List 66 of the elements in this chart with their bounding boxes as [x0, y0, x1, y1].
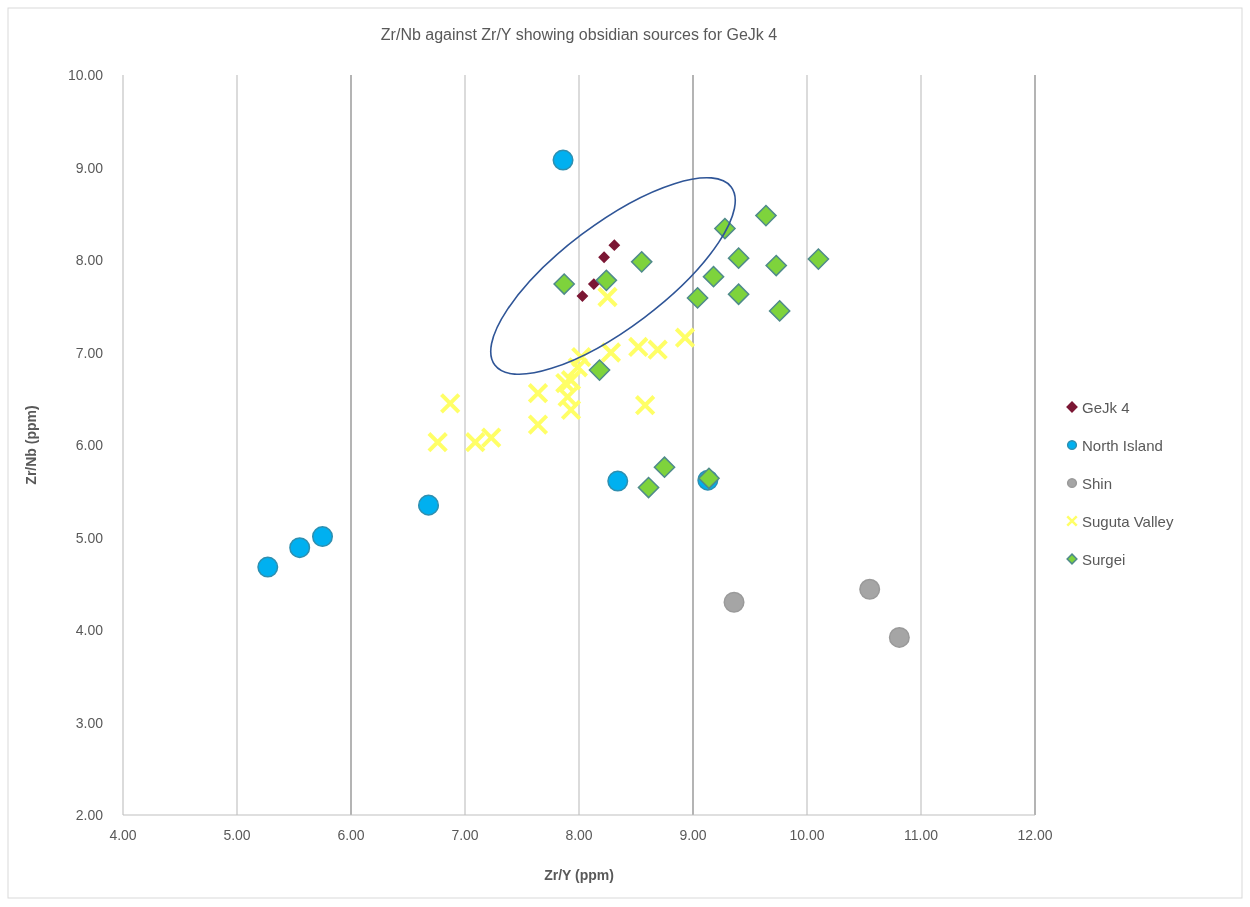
x-tick-label: 12.00	[1017, 827, 1053, 843]
point	[598, 251, 610, 263]
point	[859, 578, 881, 600]
y-tick-label: 4.00	[75, 622, 104, 638]
legend-label: GeJk 4	[1082, 399, 1130, 416]
point	[527, 413, 549, 436]
point	[439, 392, 461, 415]
legend-label: Suguta Valley	[1082, 513, 1174, 530]
x-tick-label: 4.00	[109, 827, 137, 843]
y-tick-label: 10.00	[67, 67, 104, 83]
point	[755, 204, 777, 227]
point	[653, 456, 676, 479]
x-tick-label: 6.00	[337, 827, 365, 843]
point	[765, 254, 788, 277]
x-tick-label: 10.00	[789, 827, 825, 843]
point	[527, 382, 549, 404]
chart-title: Zr/Nb against Zr/Y showing obsidian sources for GeJk 4	[380, 26, 778, 43]
point	[426, 431, 449, 453]
y-axis-title: Zr/Nb (ppm)	[23, 405, 39, 485]
point	[311, 526, 334, 548]
x-tick-label: 7.00	[451, 827, 479, 843]
x-tick-label: 5.00	[223, 827, 251, 843]
point	[607, 470, 629, 492]
point	[723, 591, 745, 613]
point	[888, 626, 910, 648]
point	[257, 556, 279, 578]
x-axis-title: Zr/Y (ppm)	[544, 867, 614, 883]
point	[289, 537, 311, 559]
y-tick-label: 7.00	[75, 344, 104, 361]
point	[686, 287, 709, 309]
point	[560, 399, 582, 421]
y-tick-label: 2.00	[75, 807, 104, 823]
point	[702, 265, 725, 288]
point	[588, 278, 600, 290]
point	[608, 239, 620, 251]
y-tick-label: 3.00	[75, 714, 104, 731]
x-tick-label: 11.00	[904, 827, 939, 843]
legend-label: North Island	[1082, 437, 1163, 454]
point	[588, 359, 611, 381]
y-tick-label: 8.00	[75, 252, 104, 268]
point	[560, 369, 582, 391]
point	[807, 248, 830, 270]
point	[553, 273, 576, 295]
point	[418, 494, 440, 516]
point	[637, 476, 660, 499]
x-tick-label: 8.00	[565, 827, 593, 843]
point	[634, 394, 656, 416]
y-tick-label: 5.00	[75, 529, 104, 546]
legend-label: Shin	[1082, 475, 1113, 492]
point	[576, 290, 589, 302]
point	[556, 386, 579, 408]
point	[768, 300, 791, 322]
y-tick-label: 9.00	[75, 159, 104, 176]
point	[552, 149, 574, 171]
point	[554, 372, 577, 394]
point	[674, 326, 696, 349]
legend-label: Surgei	[1082, 551, 1126, 568]
point	[727, 247, 750, 269]
point	[567, 356, 589, 379]
y-tick-label: 6.00	[75, 437, 104, 453]
point	[600, 341, 622, 364]
point	[596, 286, 619, 308]
point	[595, 269, 618, 292]
x-tick-label: 9.00	[679, 827, 707, 843]
point	[630, 251, 653, 273]
point	[727, 283, 750, 306]
